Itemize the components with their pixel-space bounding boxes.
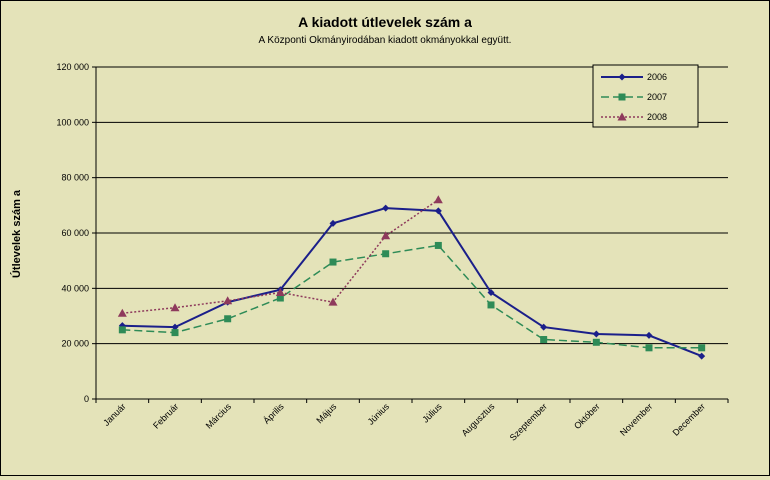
data-point-2007 [540, 336, 548, 344]
data-point-2006 [329, 219, 337, 227]
y-tick-label: 0 [84, 394, 89, 404]
data-point-2007 [434, 241, 442, 249]
data-point-2008 [275, 287, 285, 296]
data-point-2008 [328, 297, 338, 306]
series-layer [117, 195, 706, 360]
data-point-2006 [592, 330, 600, 338]
chart-subtitle: A Központi Okmányirodában kiadott okmány… [259, 35, 512, 46]
x-tick-label: December [671, 401, 707, 437]
data-point-2007 [171, 329, 179, 337]
y-tick-label: 80 000 [61, 173, 89, 183]
y-tick-label: 20 000 [61, 339, 89, 349]
x-tick-label: Május [314, 401, 338, 425]
legend: 2006 2007 2008 [592, 64, 699, 128]
data-point-2007 [592, 338, 600, 346]
x-tick-label: November [618, 401, 654, 437]
x-tick-label: Október [572, 401, 602, 431]
legend-box [592, 64, 699, 128]
y-tick-label: 120 000 [56, 62, 89, 72]
x-tick-label: Szeptember [508, 401, 549, 442]
data-point-2008 [170, 303, 180, 312]
series-line-2007 [122, 244, 702, 349]
data-point-2007 [118, 326, 126, 334]
data-point-2007 [382, 250, 390, 258]
data-point-2008 [381, 231, 391, 240]
data-point-2006 [645, 331, 653, 339]
data-point-2008 [223, 296, 233, 305]
x-tick-label: Április [261, 401, 286, 426]
y-tick-label: 40 000 [61, 283, 89, 293]
data-point-2006 [698, 352, 706, 360]
x-tick-label: Augusztus [460, 401, 497, 438]
data-point-2008 [117, 308, 127, 317]
data-point-2006 [434, 207, 442, 215]
chart-title: A kiadott útlevelek szám a [298, 14, 472, 30]
data-point-2007 [645, 344, 653, 352]
data-point-2007 [487, 301, 495, 309]
y-axis-label: Útlevelek szám a [10, 189, 23, 278]
data-point-2006 [487, 288, 495, 296]
x-tick-label: Március [204, 401, 234, 431]
legend-label-2006: 2006 [647, 72, 667, 82]
data-point-2006 [171, 323, 179, 331]
y-tick-label: 60 000 [61, 228, 89, 238]
legend-marker-2007 [618, 93, 626, 101]
series-line-2006 [122, 207, 703, 358]
legend-marker-2008 [617, 112, 627, 121]
data-point-2007 [329, 258, 337, 266]
x-tick-label: Február [151, 401, 180, 430]
legend-label-2007: 2007 [647, 92, 667, 102]
data-point-2007 [224, 315, 232, 323]
y-tick-label: 100 000 [56, 117, 89, 127]
x-tick-label: Június [366, 401, 392, 427]
data-point-2006 [382, 204, 390, 212]
legend-marker-2006 [618, 73, 626, 81]
x-tick-label: Január [101, 401, 128, 428]
x-tick-label: Július [420, 401, 444, 425]
data-point-2007 [276, 294, 284, 302]
data-point-2008 [433, 195, 443, 204]
legend-label-2008: 2008 [647, 112, 667, 122]
data-point-2006 [540, 323, 548, 331]
data-point-2007 [698, 344, 706, 352]
